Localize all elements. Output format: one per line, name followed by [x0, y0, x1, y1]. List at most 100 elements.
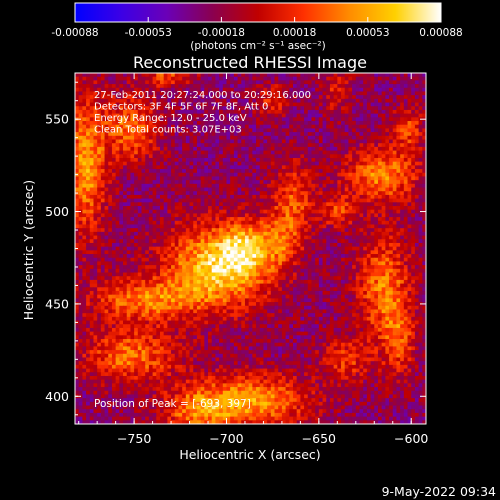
heatmap-cell [215, 176, 220, 181]
heatmap-cell [100, 143, 105, 148]
heatmap-cell [348, 209, 353, 214]
heatmap-cell [389, 150, 394, 155]
heatmap-cell [274, 84, 279, 89]
heatmap-cell [256, 113, 261, 118]
heatmap-cell [300, 157, 305, 163]
heatmap-cell [296, 239, 301, 244]
heatmap-cell [200, 235, 205, 240]
heatmap-cell [359, 250, 364, 255]
heatmap-cell [215, 239, 220, 244]
heatmap-cell [196, 146, 202, 151]
heatmap-cell [304, 139, 309, 144]
heatmap-cell [219, 257, 224, 262]
heatmap-cell [115, 187, 120, 192]
heatmap-cell [233, 228, 238, 233]
heatmap-cell [159, 206, 165, 211]
heatmap-cell [285, 239, 290, 244]
heatmap-cell [241, 257, 246, 262]
heatmap-cell [152, 76, 157, 81]
heatmap-cell [311, 121, 316, 126]
heatmap-cell [292, 106, 298, 111]
heatmap-cell [318, 113, 323, 118]
heatmap-cell [403, 91, 408, 96]
heatmap-cell [137, 217, 142, 222]
heatmap-cell [285, 161, 290, 166]
heatmap-cell [385, 80, 390, 85]
heatmap-cell [241, 213, 246, 218]
heatmap-cell [137, 109, 142, 115]
heatmap-cell [289, 220, 294, 225]
heatmap-cell [311, 87, 316, 92]
heatmap-cell [230, 106, 235, 111]
heatmap-cell [137, 224, 142, 229]
heatmap-cell [174, 102, 179, 107]
heatmap-cell [174, 246, 179, 251]
heatmap-cell [414, 183, 420, 188]
heatmap-cell [403, 135, 408, 140]
heatmap-cell [111, 176, 117, 181]
heatmap-cell [411, 180, 416, 185]
heatmap-cell [270, 124, 275, 129]
heatmap-cell [119, 98, 124, 103]
heatmap-cell [226, 109, 231, 115]
heatmap-cell [318, 239, 323, 244]
heatmap-cell [296, 124, 301, 129]
heatmap-cell [185, 113, 190, 118]
heatmap-cell [119, 209, 124, 214]
heatmap-cell [407, 235, 412, 240]
heatmap-cell [392, 242, 397, 248]
heatmap-cell [123, 172, 128, 177]
heatmap-cell [348, 213, 353, 218]
heatmap-cell [270, 242, 275, 248]
heatmap-cell [189, 261, 194, 266]
heatmap-cell [341, 121, 346, 126]
heatmap-cell [359, 117, 364, 122]
heatmap-cell [285, 98, 290, 103]
heatmap-cell [141, 143, 146, 148]
heatmap-cell [163, 124, 168, 129]
heatmap-cell [241, 224, 246, 229]
heatmap-cell [182, 124, 187, 129]
heatmap-cell [86, 143, 91, 148]
heatmap-cell [137, 117, 142, 122]
heatmap-cell [130, 161, 135, 166]
heatmap-cell [126, 135, 131, 140]
heatmap-cell [182, 202, 187, 207]
heatmap-cell [307, 176, 312, 181]
heatmap-cell [381, 95, 386, 100]
heatmap-cell [407, 80, 412, 85]
heatmap-cell [348, 95, 353, 100]
heatmap-cell [204, 121, 209, 126]
heatmap-cell [270, 128, 275, 133]
heatmap-cell [385, 206, 390, 211]
heatmap-cell [130, 139, 135, 144]
heatmap-cell [196, 250, 202, 255]
heatmap-cell [307, 87, 312, 92]
heatmap-cell [134, 106, 139, 111]
heatmap-cell [119, 261, 124, 266]
heatmap-cell [89, 154, 94, 159]
heatmap-cell [185, 180, 190, 185]
heatmap-cell [100, 220, 105, 225]
heatmap-cell [396, 172, 401, 177]
heatmap-cell [237, 80, 242, 85]
heatmap-cell [174, 198, 179, 203]
heatmap-cell [100, 102, 105, 107]
heatmap-cell [337, 121, 342, 126]
heatmap-cell [152, 206, 157, 211]
heatmap-cell [296, 250, 301, 255]
heatmap-cell [226, 165, 231, 170]
heatmap-cell [292, 157, 298, 163]
heatmap-cell [126, 98, 131, 103]
heatmap-cell [82, 239, 87, 244]
heatmap-cell [315, 217, 320, 222]
heatmap-cell [211, 128, 216, 133]
heatmap-cell [111, 213, 117, 218]
heatmap-cell [403, 154, 408, 159]
heatmap-cell [237, 242, 242, 248]
heatmap-cell [100, 231, 105, 236]
heatmap-cell [178, 106, 183, 111]
heatmap-cell [304, 91, 309, 96]
heatmap-cell [182, 224, 187, 229]
heatmap-cell [182, 187, 187, 192]
